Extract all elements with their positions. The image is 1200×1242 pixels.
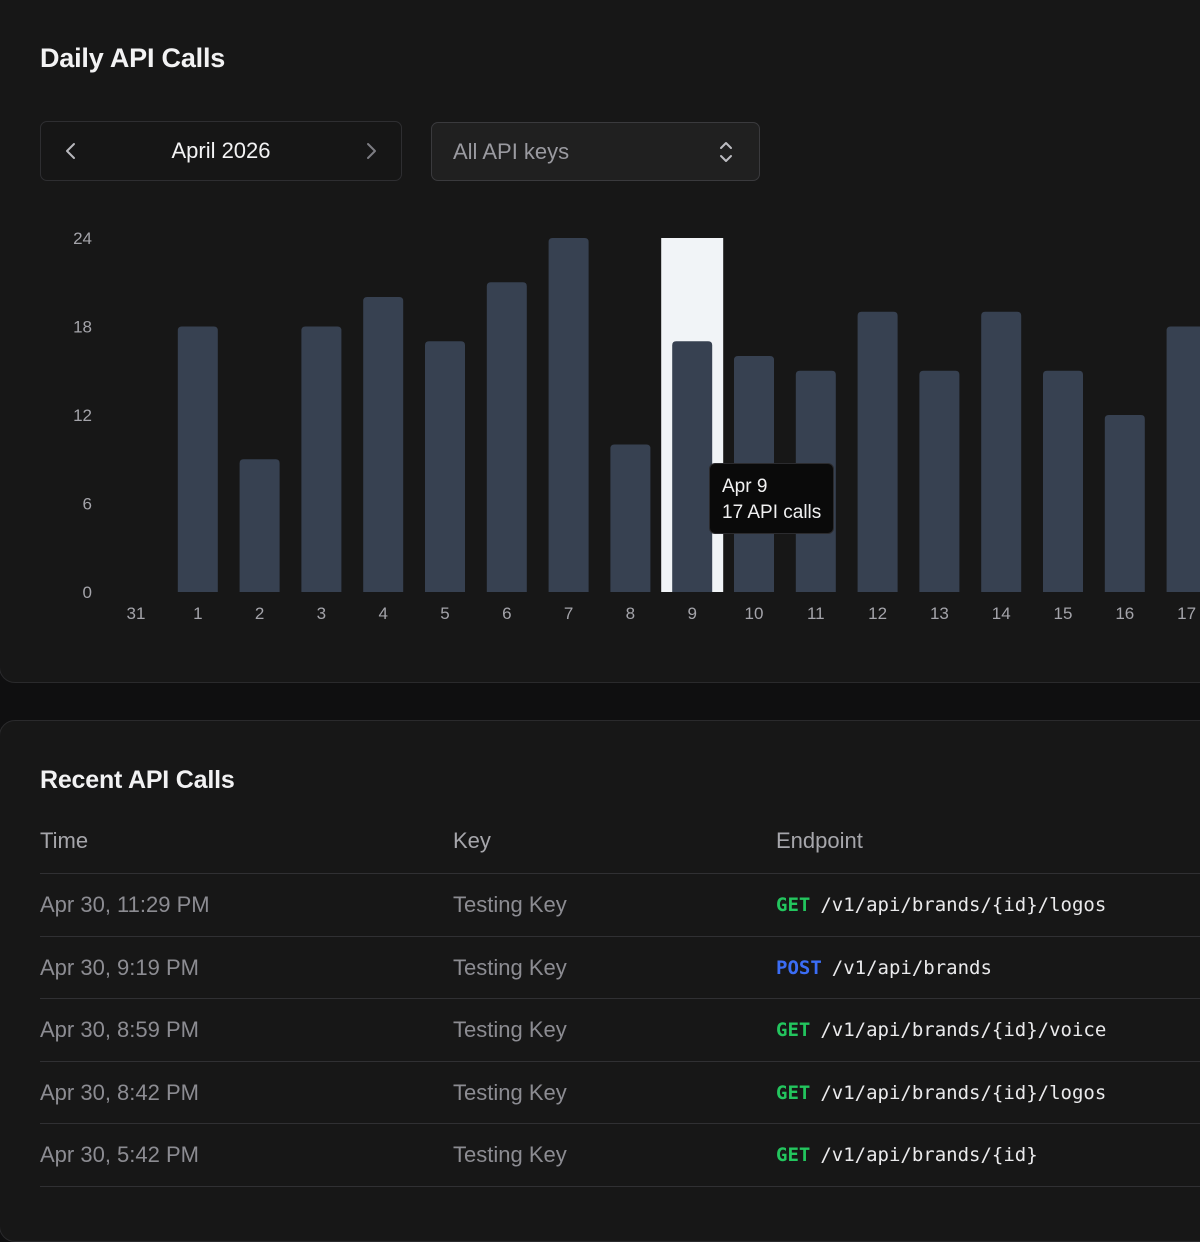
row-divider (40, 935, 1200, 937)
x-tick-label: 16 (1115, 604, 1134, 623)
month-picker: April 2026 (40, 121, 402, 181)
row-divider (40, 1185, 1200, 1187)
bar-day-2[interactable] (239, 459, 280, 592)
cell-key: Testing Key (453, 954, 567, 980)
endpoint-path: /v1/api/brands/{id} (820, 1144, 1038, 1166)
http-method-badge: POST (776, 956, 822, 979)
x-tick-label: 10 (745, 604, 764, 623)
table-header: Time Key Endpoint (40, 828, 1200, 872)
recent-api-calls-card (0, 720, 1200, 1242)
http-method-badge: GET (776, 894, 811, 916)
table-row[interactable]: Apr 30, 5:42 PM Testing Key GET/v1/api/bra… (40, 1124, 1200, 1186)
bar-day-8[interactable] (610, 444, 651, 593)
chevron-up-down-icon (720, 142, 732, 162)
bar-day-12[interactable] (857, 311, 898, 592)
y-tick-label: 6 (83, 495, 92, 514)
cell-key: Testing Key (453, 1079, 567, 1105)
http-method-badge: GET (776, 1019, 811, 1041)
tooltip-value: 17 API calls (722, 502, 822, 523)
x-tick-label: 2 (255, 604, 264, 623)
x-tick-label: 6 (502, 604, 511, 623)
cell-key: Testing Key (453, 1017, 567, 1042)
cell-time: Apr 30, 8:42 PM (40, 1079, 199, 1105)
cell-endpoint: GET/v1/api/brands/{id} (776, 1124, 1038, 1186)
table-row[interactable]: Apr 30, 9:19 PM Testing Key POST/v1/api/br… (40, 937, 1200, 999)
endpoint-path: /v1/api/brands/{id}/logos (820, 894, 1107, 916)
cell-time: Apr 30, 8:59 PM (40, 1017, 199, 1042)
bar-day-14[interactable] (981, 311, 1022, 592)
bar-day-4[interactable] (363, 297, 404, 592)
http-method-badge: GET (776, 1081, 811, 1104)
endpoint-path: /v1/api/brands/{id}/logos (820, 1081, 1107, 1104)
x-tick-label: 7 (564, 604, 573, 623)
cell-time: Apr 30, 5:42 PM (40, 1142, 199, 1167)
x-tick-label: 13 (930, 604, 949, 623)
table-row[interactable]: Apr 30, 11:29 PM Testing Key GET/v1/api/br… (40, 874, 1200, 936)
row-divider (40, 998, 1200, 999)
bar-day-5[interactable] (425, 341, 465, 592)
chevron-right-icon (367, 143, 376, 159)
y-tick-label: 0 (83, 583, 92, 602)
tooltip-date: Apr 9 (722, 476, 768, 497)
row-divider (40, 1123, 1200, 1124)
cell-endpoint: POST/v1/api/brands (776, 937, 992, 999)
table-row[interactable]: Apr 30, 8:59 PM Testing Key GET/v1/api/bra… (40, 999, 1200, 1061)
chevron-left-icon (66, 143, 75, 159)
x-tick-label: 4 (378, 604, 387, 623)
x-tick-label: 8 (626, 604, 635, 623)
bar-day-15[interactable] (1043, 370, 1083, 592)
x-tick-label: 9 (687, 604, 696, 623)
bar-day-17[interactable] (1166, 326, 1200, 593)
table-divider (40, 873, 1200, 874)
y-tick-label: 12 (73, 406, 92, 425)
current-month-label: April 2026 (171, 138, 271, 163)
x-tick-label: 14 (992, 604, 1011, 623)
x-tick-label: 3 (317, 604, 326, 623)
cell-key: Testing Key (453, 1142, 567, 1167)
x-tick-label: 5 (440, 604, 449, 623)
column-header-endpoint: Endpoint (776, 828, 863, 853)
endpoint-path: /v1/api/brands (831, 956, 992, 979)
cell-time: Apr 30, 9:19 PM (40, 954, 199, 980)
chart-tooltip: Apr 9 17 API calls (709, 463, 834, 534)
bar-day-7[interactable] (548, 238, 589, 592)
recent-api-calls-title: Recent API Calls (40, 766, 235, 794)
previous-month-button[interactable] (41, 122, 101, 180)
next-month-button[interactable] (341, 122, 401, 180)
cell-endpoint: GET/v1/api/brands/{id}/logos (776, 1062, 1106, 1124)
http-method-badge: GET (776, 1144, 811, 1166)
bar-day-13[interactable] (919, 370, 960, 592)
x-tick-label: 15 (1054, 604, 1073, 623)
column-header-time: Time (40, 828, 89, 853)
daily-api-calls-title: Daily API Calls (40, 43, 226, 73)
cell-time: Apr 30, 11:29 PM (40, 892, 210, 917)
x-tick-label: 12 (868, 604, 887, 623)
column-header-key: Key (453, 828, 491, 853)
api-key-filter-select[interactable]: All API keys (431, 122, 760, 181)
cell-endpoint: GET/v1/api/brands/{id}/logos (776, 874, 1106, 936)
x-tick-label: 17 (1177, 604, 1196, 623)
row-divider (40, 1060, 1200, 1062)
y-tick-label: 24 (73, 229, 92, 248)
x-tick-label: 31 (127, 604, 146, 623)
bar-day-3[interactable] (301, 326, 342, 593)
x-tick-label: 11 (807, 604, 825, 623)
api-key-filter-value: All API keys (453, 139, 570, 164)
bar-day-6[interactable] (486, 282, 527, 592)
bar-day-9[interactable] (672, 341, 713, 592)
cell-key: Testing Key (453, 892, 567, 917)
cell-endpoint: GET/v1/api/brands/{id}/voice (776, 999, 1106, 1061)
bar-day-1[interactable] (177, 326, 218, 593)
x-tick-label: 1 (193, 604, 202, 623)
y-tick-label: 18 (73, 318, 92, 337)
table-row[interactable]: Apr 30, 8:42 PM Testing Key GET/v1/api/bra… (40, 1062, 1200, 1124)
bar-day-16[interactable] (1104, 415, 1145, 592)
endpoint-path: /v1/api/brands/{id}/voice (820, 1019, 1107, 1041)
